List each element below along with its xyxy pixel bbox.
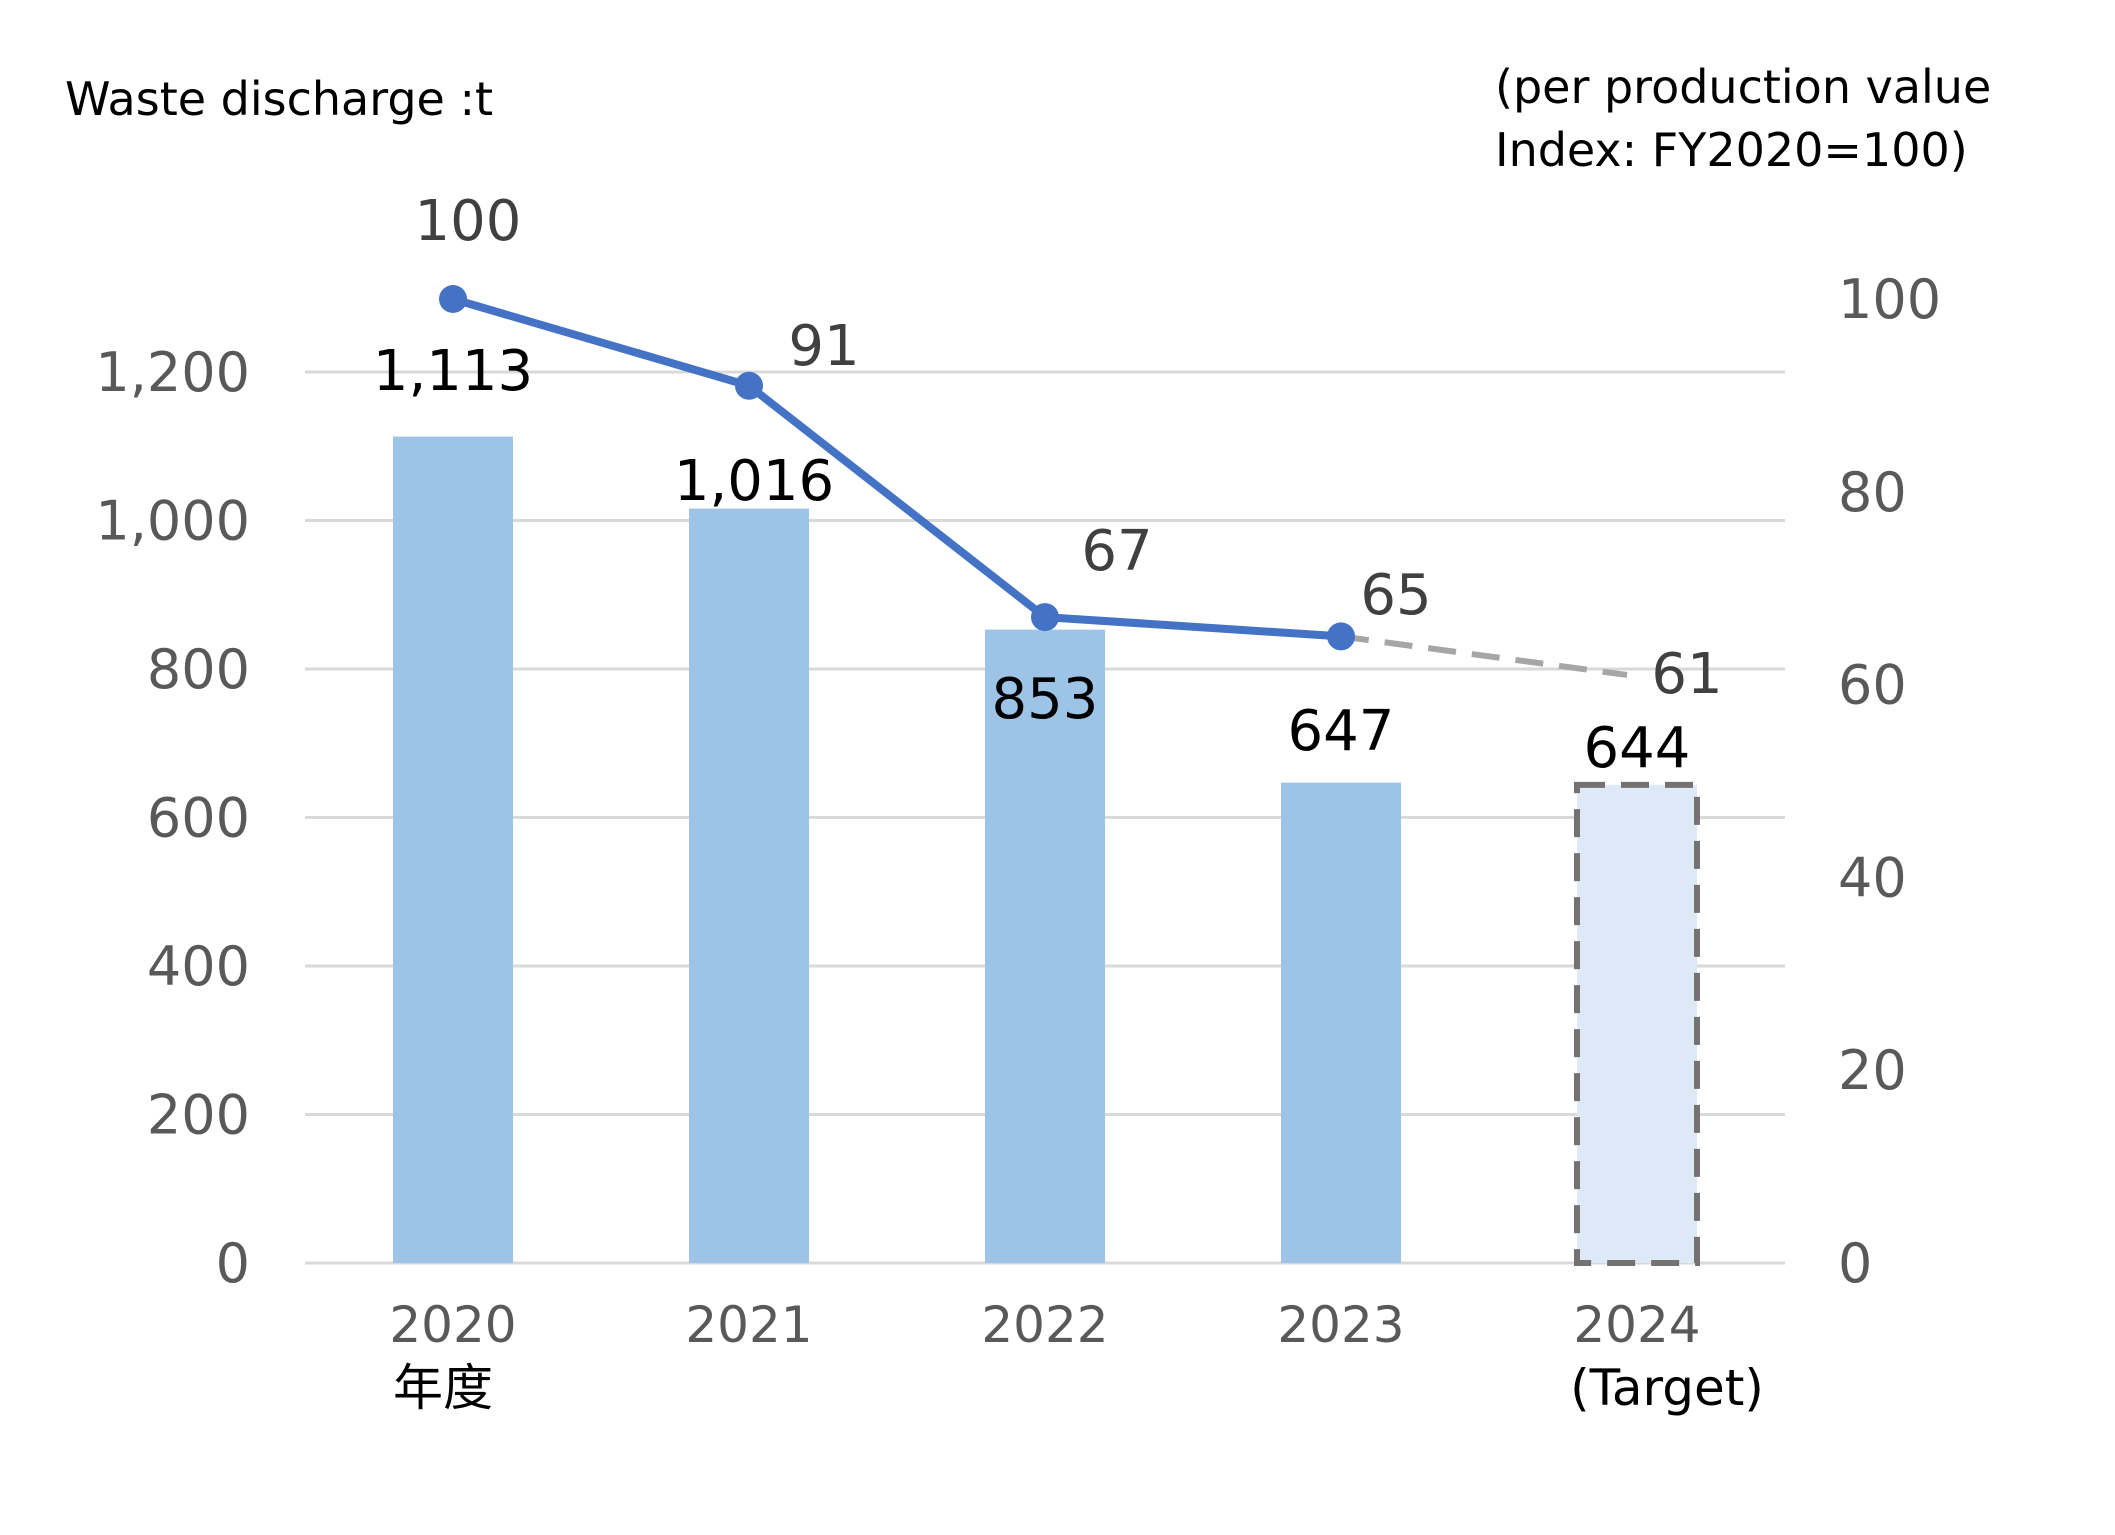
line-series xyxy=(439,285,1628,678)
bar-value-label: 1,113 xyxy=(373,339,533,404)
category-label: 2021 xyxy=(685,1296,812,1354)
left-tick-label: 1,000 xyxy=(95,490,250,553)
data-labels: 1,113 1,016 853 647 644 100 91 67 65 61 xyxy=(373,189,1723,781)
right-tick-label: 0 xyxy=(1838,1232,1872,1295)
left-tick-label: 200 xyxy=(147,1084,250,1147)
category-label: 2022 xyxy=(981,1296,1108,1354)
bar-series xyxy=(393,436,1700,1267)
category-label: 2020 xyxy=(389,1296,516,1354)
line-point xyxy=(1327,622,1355,651)
bar-target xyxy=(1574,781,1700,1267)
bar xyxy=(985,629,1105,1263)
bar-value-label: 1,016 xyxy=(674,449,834,514)
right-axis-title-line2: Index: FY2020=100) xyxy=(1495,123,1968,177)
line-value-label: 61 xyxy=(1651,642,1722,707)
right-tick-label: 100 xyxy=(1838,268,1941,331)
line-point xyxy=(439,285,467,313)
bar-value-label: 853 xyxy=(992,667,1099,732)
line-point xyxy=(735,371,763,400)
forecast-line-path xyxy=(1340,633,1628,678)
left-axis-ticks: 0 200 400 600 800 1,000 1,200 xyxy=(95,341,250,1295)
right-tick-label: 80 xyxy=(1838,461,1907,524)
category-sublabel: (Target) xyxy=(1570,1359,1764,1417)
right-tick-label: 20 xyxy=(1838,1039,1907,1102)
category-sublabel: 年度 xyxy=(393,1359,493,1417)
line-value-label: 100 xyxy=(415,189,522,254)
bar xyxy=(1281,782,1401,1263)
line-value-label: 67 xyxy=(1081,519,1152,584)
right-tick-label: 40 xyxy=(1838,846,1907,909)
line-path xyxy=(451,295,1342,641)
right-axis-ticks: 0 20 40 60 80 100 xyxy=(1838,268,1941,1295)
bar-value-label: 644 xyxy=(1584,716,1691,781)
left-tick-label: 400 xyxy=(147,935,250,998)
left-tick-label: 800 xyxy=(147,638,250,701)
left-tick-label: 1,200 xyxy=(95,341,250,404)
right-tick-label: 60 xyxy=(1838,654,1907,717)
line-point xyxy=(1031,603,1059,632)
category-label: 2024 xyxy=(1573,1296,1700,1354)
right-axis-title-line1: (per production value xyxy=(1495,60,1991,114)
category-label: 2023 xyxy=(1277,1296,1404,1354)
line-value-label: 91 xyxy=(788,314,859,379)
bar-value-label: 647 xyxy=(1288,699,1395,764)
left-axis-title: Waste discharge :t xyxy=(65,72,493,126)
bar xyxy=(689,508,809,1263)
left-tick-label: 0 xyxy=(216,1232,250,1295)
left-tick-label: 600 xyxy=(147,787,250,850)
line-value-label: 65 xyxy=(1360,563,1431,628)
bar xyxy=(393,436,513,1263)
